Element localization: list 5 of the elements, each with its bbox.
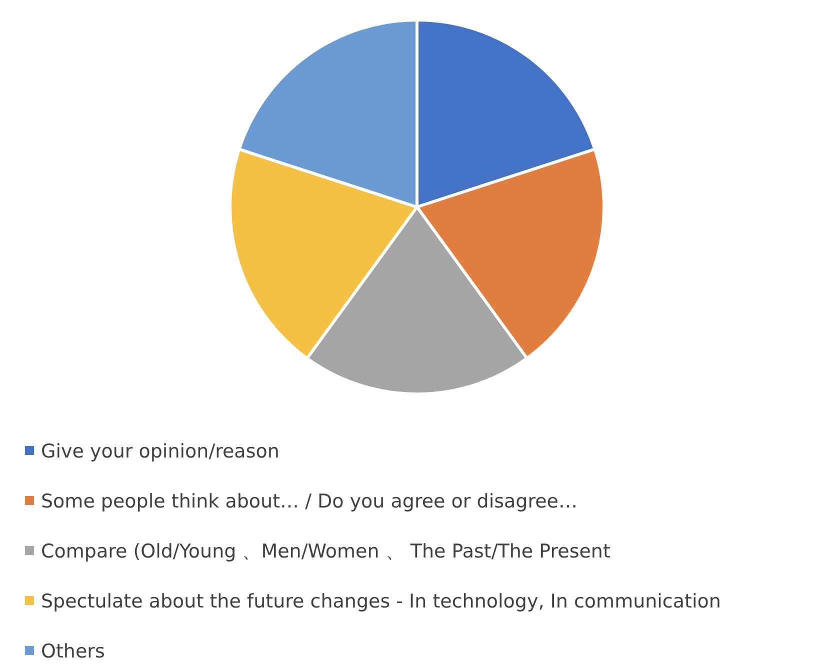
legend-label: Compare (Old/Young 、Men/Women 、 The Past/The Present	[41, 540, 610, 563]
legend-label: Give your opinion/reason	[41, 440, 280, 463]
legend-label: Spectulate about the future changes - In technology, In communication	[41, 590, 721, 613]
legend-label: Others	[41, 640, 105, 663]
legend-label: Some people think about… / Do you agree or disagree…	[41, 490, 578, 513]
